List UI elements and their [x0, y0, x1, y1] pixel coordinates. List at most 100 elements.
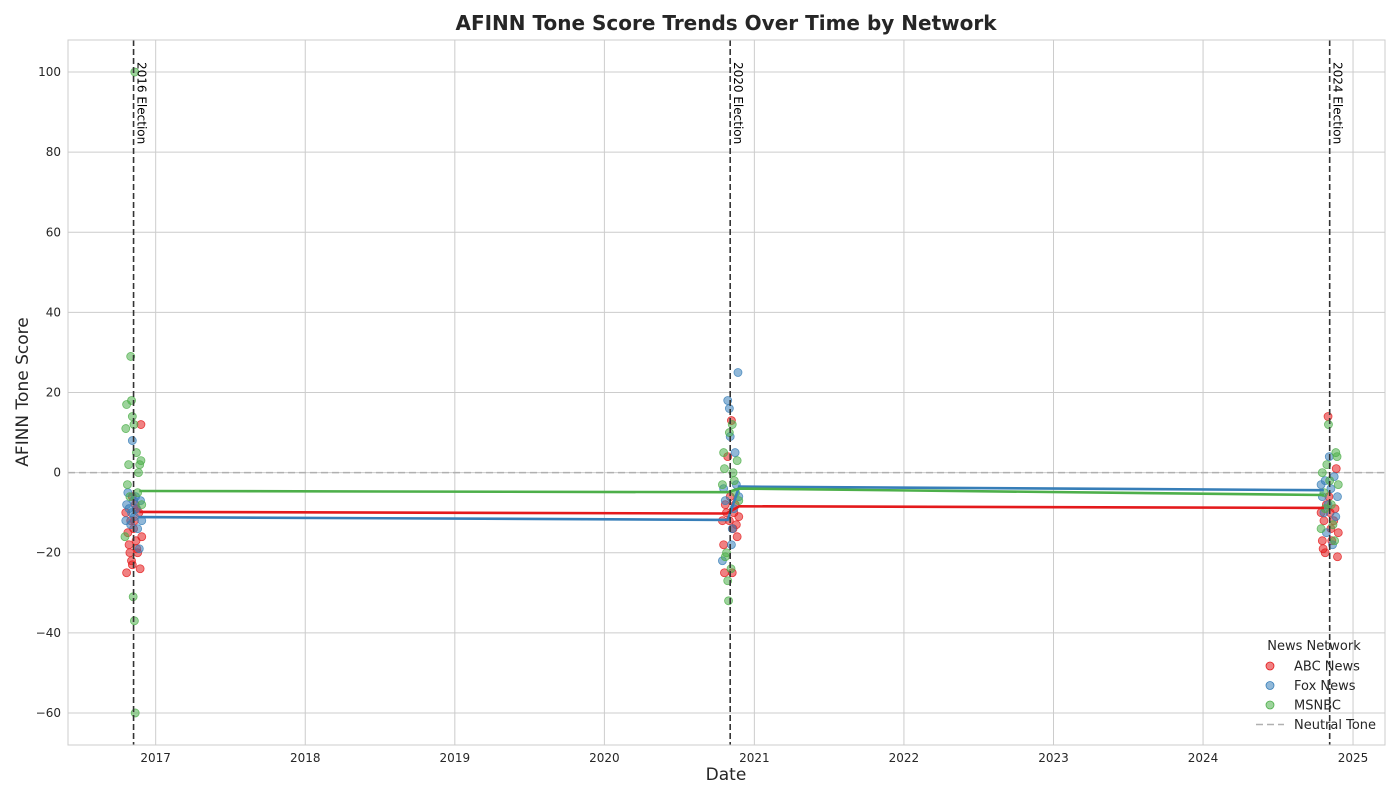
data-point [1324, 420, 1333, 429]
data-point [1333, 480, 1343, 490]
y-tick-label: −20 [36, 546, 61, 560]
data-point [720, 464, 729, 474]
data-point [724, 596, 733, 606]
data-point [122, 568, 131, 578]
trend-line [139, 504, 1324, 515]
data-point [137, 532, 147, 542]
x-tick-label: 2019 [440, 751, 471, 765]
legend-marker [1265, 700, 1275, 710]
data-point [730, 448, 740, 457]
legend-label: Neutral Tone [1294, 718, 1376, 733]
data-point [120, 532, 130, 542]
data-point [1331, 512, 1341, 522]
data-point [136, 456, 146, 465]
data-point [718, 480, 727, 490]
x-tick-label: 2021 [739, 751, 770, 765]
y-tick-label: 20 [46, 386, 61, 400]
data-point [127, 560, 137, 570]
data-point [1317, 536, 1327, 546]
y-tick-label: −60 [36, 706, 61, 720]
y-tick-label: 60 [46, 225, 61, 239]
data-point [1317, 468, 1327, 478]
y-tick-label: 100 [38, 65, 61, 79]
data-point [1333, 528, 1343, 538]
data-point [726, 564, 736, 574]
x-tick-labels: 2017 2018 2019 2020 2021 2022 2023 2024 2025 [140, 751, 1368, 765]
data-point [133, 524, 143, 534]
x-tick-label: 2025 [1338, 751, 1369, 765]
data-point [1330, 536, 1339, 546]
legend-label: ABC News [1294, 660, 1360, 675]
data-point [724, 428, 734, 437]
data-point [134, 544, 144, 554]
data-point [720, 496, 730, 506]
data-point [132, 448, 141, 457]
data-point [1319, 516, 1329, 526]
legend-label: Fox News [1294, 679, 1356, 694]
x-tick-label: 2018 [290, 751, 321, 765]
chart-title: AFINN Tone Score Trends Over Time by Net… [455, 11, 997, 35]
data-point [724, 404, 734, 413]
data-point [727, 540, 736, 550]
data-point [1322, 460, 1332, 470]
legend: News Network ABC News Fox News MSNBC Neutra… [1256, 639, 1376, 733]
data-point [137, 500, 147, 510]
scatter-points [120, 67, 1343, 718]
legend-marker [1265, 681, 1275, 690]
data-point [125, 492, 135, 502]
data-point [733, 368, 743, 377]
data-point [732, 456, 742, 465]
trend-line [138, 485, 1324, 522]
data-point [734, 512, 744, 522]
y-tick-label: 80 [46, 145, 61, 159]
election-label: 2020 Election [731, 62, 745, 144]
y-tick-labels: −60 −40 −20 0 20 40 60 80 100 [36, 65, 61, 720]
y-tick-label: 0 [53, 466, 61, 480]
data-point [1326, 500, 1336, 510]
trend-line [139, 487, 1324, 497]
data-point [123, 480, 132, 490]
data-point [1332, 452, 1342, 461]
election-lines: 2016 Election 2020 Election 2024 Election [132, 40, 1345, 745]
legend-marker [1265, 661, 1275, 671]
y-tick-label: 40 [46, 305, 61, 319]
data-point [127, 412, 137, 421]
grid [68, 40, 1385, 745]
data-point [1328, 520, 1338, 530]
data-point [124, 460, 134, 470]
legend-title: News Network [1267, 639, 1361, 654]
election-label: 2024 Election [1331, 62, 1345, 144]
x-tick-label: 2020 [589, 751, 620, 765]
data-point [722, 548, 731, 558]
data-point [719, 448, 729, 457]
data-point [1331, 464, 1341, 474]
x-tick-label: 2023 [1038, 751, 1069, 765]
data-point [121, 424, 131, 433]
legend-label: MSNBC [1294, 699, 1341, 714]
data-point [719, 540, 729, 550]
data-point [732, 532, 742, 542]
plot-frame [67, 39, 1386, 746]
data-point [129, 616, 139, 626]
data-point [1323, 412, 1333, 421]
y-tick-label: −40 [36, 626, 61, 640]
data-point [129, 512, 139, 522]
data-point [134, 468, 143, 478]
x-tick-label: 2022 [889, 751, 920, 765]
data-point [126, 520, 136, 530]
data-point [126, 352, 136, 361]
x-axis-label: Date [706, 765, 747, 785]
data-point [1333, 552, 1342, 562]
data-point [729, 476, 739, 486]
data-point [130, 708, 140, 718]
data-point [135, 564, 145, 574]
election-label: 2016 Election [135, 62, 149, 144]
y-axis-label: AFINN Tone Score [13, 317, 33, 466]
data-point [1320, 548, 1330, 558]
x-tick-label: 2017 [140, 751, 171, 765]
data-point [1333, 492, 1342, 502]
data-point [1316, 524, 1326, 534]
trend-lines [138, 485, 1324, 522]
